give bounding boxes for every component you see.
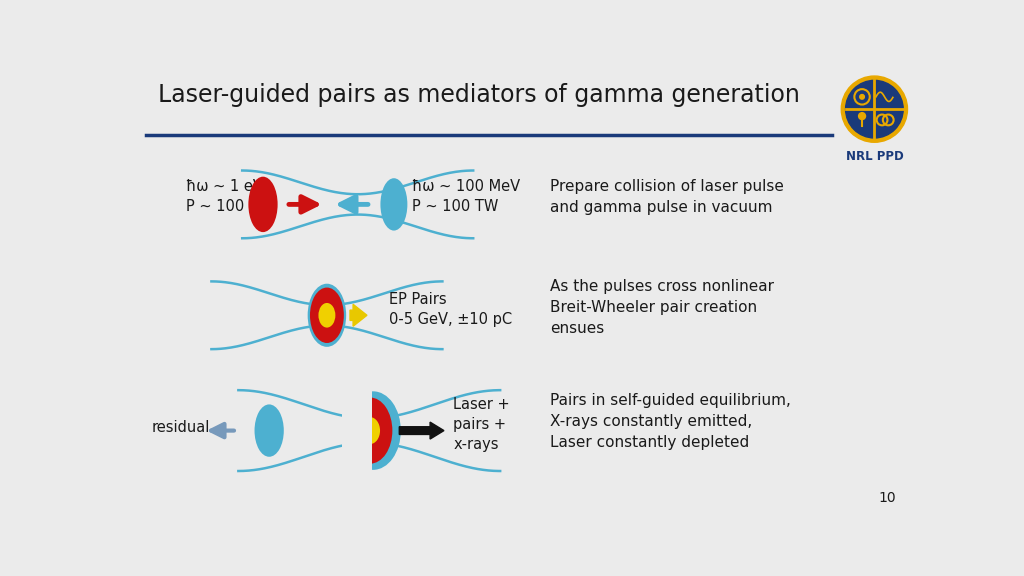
- Ellipse shape: [348, 397, 392, 464]
- Circle shape: [860, 94, 864, 99]
- Ellipse shape: [310, 287, 344, 343]
- FancyBboxPatch shape: [342, 388, 373, 473]
- Text: residual: residual: [153, 420, 211, 435]
- Ellipse shape: [381, 178, 408, 230]
- FancyArrow shape: [399, 422, 444, 439]
- Circle shape: [858, 113, 865, 120]
- Text: EP Pairs
0-5 GeV, ±10 pC: EP Pairs 0-5 GeV, ±10 pC: [388, 291, 512, 327]
- FancyArrow shape: [350, 304, 367, 326]
- Text: As the pulses cross nonlinear
Breit-Wheeler pair creation
ensues: As the pulses cross nonlinear Breit-Whee…: [550, 279, 774, 336]
- Text: Pairs in self-guided equilibrium,
X-rays constantly emitted,
Laser constantly de: Pairs in self-guided equilibrium, X-rays…: [550, 393, 792, 450]
- Ellipse shape: [345, 391, 400, 470]
- Text: Laser +
pairs +
x-rays: Laser + pairs + x-rays: [454, 397, 510, 452]
- Ellipse shape: [249, 177, 278, 232]
- Text: 10: 10: [879, 491, 896, 505]
- Text: Laser-guided pairs as mediators of gamma generation: Laser-guided pairs as mediators of gamma…: [158, 83, 800, 107]
- Circle shape: [846, 81, 903, 138]
- Text: Prepare collision of laser pulse
and gamma pulse in vacuum: Prepare collision of laser pulse and gam…: [550, 179, 784, 215]
- Text: ħω ~ 1 eV
P ~ 100 PW: ħω ~ 1 eV P ~ 100 PW: [186, 179, 272, 214]
- Ellipse shape: [360, 417, 380, 444]
- Text: NRL PPD: NRL PPD: [846, 150, 903, 163]
- Ellipse shape: [307, 284, 346, 347]
- Ellipse shape: [318, 303, 336, 328]
- Text: ħω ~ 100 MeV
P ~ 100 TW: ħω ~ 100 MeV P ~ 100 TW: [412, 179, 520, 214]
- Ellipse shape: [255, 404, 284, 457]
- Circle shape: [842, 76, 907, 142]
